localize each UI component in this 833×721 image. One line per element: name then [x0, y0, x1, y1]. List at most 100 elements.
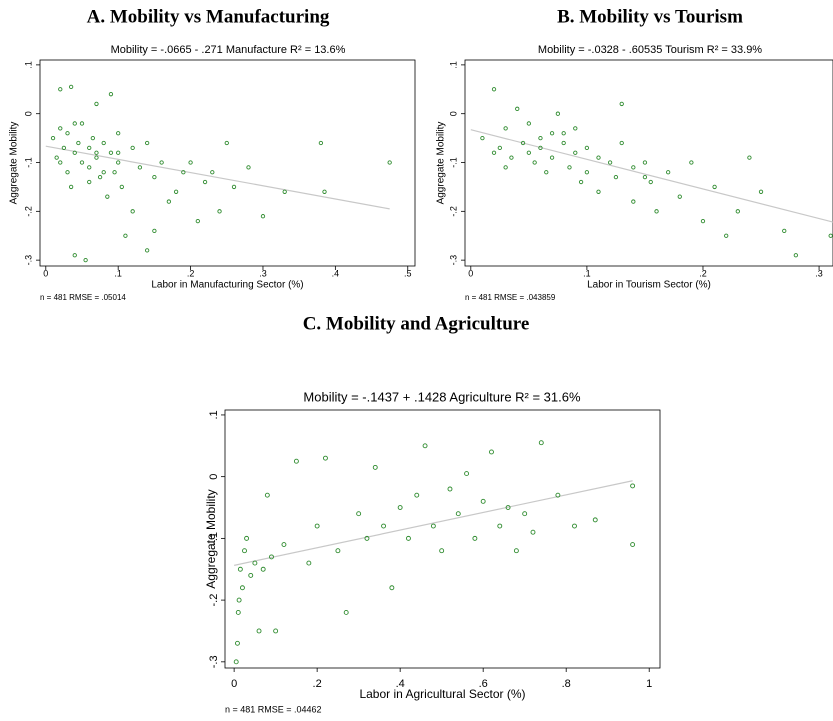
- scatter-point: [195, 218, 200, 224]
- y-tick-label: -.1: [448, 157, 458, 168]
- scatter-point: [561, 140, 566, 146]
- scatter-point: [335, 548, 341, 554]
- scatter-point: [497, 523, 503, 529]
- scatter-point: [79, 160, 85, 165]
- plot-frame: [224, 409, 661, 669]
- scatter-point: [237, 566, 243, 572]
- scatter-point: [648, 179, 653, 185]
- scatter-point: [58, 87, 63, 92]
- scatter-point: [233, 659, 239, 665]
- scatter-point: [116, 131, 121, 136]
- scatter-point: [116, 160, 121, 165]
- chart-title: A. Mobility vs Manufacturing: [87, 6, 330, 27]
- scatter-point: [87, 145, 92, 151]
- scatter-point: [406, 535, 411, 541]
- scatter-point: [343, 609, 349, 615]
- scatter-point: [491, 150, 497, 155]
- scatter-point: [105, 194, 110, 199]
- chart-subtitle: Mobility = -.0328 - .60535 Tourism R² = …: [538, 44, 762, 56]
- plot-frame: [39, 59, 416, 267]
- scatter-point: [210, 170, 215, 175]
- plot-frame: [464, 59, 833, 267]
- scatter-point: [130, 209, 135, 214]
- scatter-point: [54, 155, 59, 160]
- scatter-point: [480, 498, 486, 504]
- scatter-point: [631, 165, 636, 170]
- x-tick-label: .1: [114, 268, 122, 278]
- scatter-point: [83, 257, 88, 263]
- chart-subtitle: Mobility = -.1437 + .1428 Agriculture R²…: [303, 389, 581, 404]
- scatter-point: [244, 535, 250, 541]
- scatter-point: [112, 170, 117, 175]
- scatter-point: [578, 179, 584, 185]
- scatter-point: [260, 214, 266, 219]
- fit-line: [470, 129, 833, 223]
- scatter-point: [306, 560, 312, 566]
- y-tick-label: -.3: [208, 655, 220, 668]
- chart-title: B. Mobility vs Tourism: [557, 6, 743, 27]
- scatter-point: [236, 597, 242, 603]
- scatter-point: [538, 135, 543, 141]
- scatter-point: [439, 548, 445, 554]
- scatter-point: [152, 228, 157, 234]
- scatter-point: [567, 165, 572, 170]
- x-tick-label: 0: [43, 268, 48, 278]
- scatter-point: [505, 505, 511, 510]
- scatter-point: [322, 189, 327, 194]
- scatter-point: [619, 101, 624, 107]
- y-tick-label: 0: [208, 474, 220, 480]
- scatter-point: [700, 218, 706, 224]
- scatter-point: [549, 131, 555, 136]
- y-tick-label: -.1: [208, 532, 220, 545]
- scatter-point: [248, 572, 254, 578]
- scatter-point: [630, 483, 636, 489]
- scatter-point: [72, 253, 77, 258]
- y-axis-label: Aggregate Mobility: [436, 122, 447, 205]
- scatter-point: [246, 165, 251, 170]
- scatter-point: [72, 150, 77, 155]
- scatter-point: [782, 228, 787, 234]
- y-tick-label: -.2: [208, 594, 220, 607]
- footnote: n = 481 RMSE = .043859: [465, 293, 556, 302]
- scatter-point: [65, 131, 70, 136]
- scatter-point: [58, 160, 63, 165]
- scatter-point: [94, 155, 99, 160]
- x-tick-label: .5: [404, 268, 412, 278]
- scatter-point: [293, 458, 299, 464]
- scatter-point: [592, 517, 598, 523]
- scatter-point: [793, 253, 799, 258]
- scatter-point: [532, 160, 537, 165]
- chart-title: C. Mobility and Agriculture: [303, 313, 530, 334]
- scatter-point: [235, 609, 241, 615]
- scatter-point: [526, 150, 531, 155]
- scatter-point: [544, 170, 549, 175]
- scatter-point: [159, 160, 164, 165]
- fit-line: [234, 480, 633, 566]
- scatter-point: [273, 628, 279, 634]
- scatter-point: [58, 126, 63, 131]
- scatter-point: [724, 233, 729, 238]
- x-tick-label: .2: [699, 268, 707, 278]
- x-axis-label: Labor in Tourism Sector (%): [587, 280, 711, 291]
- scatter-point: [489, 449, 494, 455]
- scatter-point: [181, 170, 186, 175]
- scatter-point: [72, 121, 77, 126]
- scatter-point: [65, 170, 70, 175]
- x-tick-label: .2: [187, 268, 195, 278]
- scatter-point: [561, 131, 566, 136]
- scatter-point: [314, 523, 320, 529]
- scatter-point: [322, 455, 328, 461]
- scatter-point: [256, 628, 262, 634]
- scatter-point: [87, 179, 92, 185]
- scatter-point: [235, 640, 240, 646]
- scatter-point: [318, 140, 324, 146]
- x-tick-label: 1: [646, 678, 652, 690]
- x-tick-label: .2: [313, 678, 322, 690]
- scatter-point: [101, 170, 106, 175]
- x-axis-label: Labor in Manufacturing Sector (%): [151, 280, 303, 291]
- scatter-point: [464, 471, 470, 477]
- scatter-point: [50, 135, 56, 141]
- scatter-point: [94, 150, 99, 155]
- scatter-point: [108, 92, 114, 97]
- y-tick-label: -.2: [448, 206, 458, 217]
